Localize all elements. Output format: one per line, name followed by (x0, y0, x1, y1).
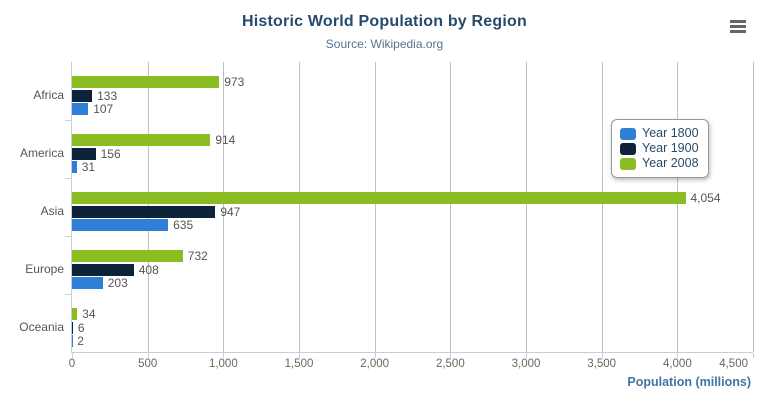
legend-label: Year 1800 (642, 126, 699, 140)
x-axis-title: Population (millions) (627, 375, 751, 389)
category-label: Asia (40, 204, 64, 218)
bar-africa-year-1800[interactable] (72, 103, 89, 115)
plot-area: 973 133 107 914 156 31 4,054 947 635 732 408 203 34 6… (65, 62, 754, 358)
category-label: Europe (25, 262, 64, 276)
x-axis-tick-label: 2,000 (360, 358, 390, 370)
bar-value-label: 914 (215, 133, 236, 147)
bar-value-label: 732 (187, 249, 208, 263)
x-axis-tick-label: 1,000 (208, 358, 238, 370)
x-axis-tick (450, 353, 452, 358)
gridline (601, 62, 603, 352)
gridline (299, 62, 300, 352)
x-axis-tick-label: 2,500 (435, 358, 465, 370)
y-axis-tick (65, 120, 71, 121)
legend-swatch-icon (620, 157, 636, 170)
bar-value-label: 635 (173, 218, 194, 232)
x-axis-tick (526, 353, 527, 358)
bar-asia-year-2008[interactable] (72, 192, 686, 204)
chart-subtitle: Source: Wikipedia.org (325, 37, 444, 51)
bar-value-label: 34 (82, 307, 96, 321)
legend: Year 1800 Year 1900 Year 2008 (611, 119, 709, 178)
y-axis-tick (65, 236, 71, 237)
bar-asia-year-1800[interactable] (72, 219, 169, 231)
x-axis-tick (223, 353, 225, 358)
x-axis-tick (601, 353, 603, 358)
bar-value-label: 107 (93, 102, 114, 116)
gridline (753, 62, 754, 352)
x-axis-tick-label: 4,500 (719, 358, 748, 370)
bar-value-label: 408 (138, 262, 159, 277)
hamburger-menu-icon (730, 25, 746, 28)
bar-value-label: 6 (77, 320, 85, 335)
x-axis-tick-label: 4,000 (662, 358, 692, 370)
bar-africa-year-2008[interactable] (72, 76, 220, 88)
x-axis-tick (374, 353, 376, 358)
legend-item-year-1900[interactable]: Year 1900 (620, 142, 699, 155)
gridline (677, 62, 679, 352)
export-menu-button[interactable] (728, 18, 748, 35)
x-axis-tick-label: 1,500 (284, 358, 314, 370)
gridline (450, 62, 452, 352)
legend-item-year-1800[interactable]: Year 1800 (620, 127, 699, 140)
legend-swatch-icon (620, 142, 636, 155)
bar-oceania-year-1900[interactable] (72, 321, 73, 334)
bar-africa-year-1900[interactable] (72, 89, 93, 102)
bar-america-year-1900[interactable] (72, 147, 96, 160)
bar-value-label: 133 (97, 88, 118, 103)
bar-value-label: 31 (81, 160, 96, 174)
category-label: Africa (33, 88, 64, 102)
bar-america-year-1800[interactable] (72, 161, 77, 173)
bar-value-label: 973 (224, 75, 245, 89)
bar-europe-year-1900[interactable] (72, 263, 134, 276)
hamburger-menu-icon (730, 20, 746, 23)
bar-asia-year-1900[interactable] (72, 205, 216, 218)
x-axis-tick-label: 500 (138, 358, 158, 370)
gridline (526, 62, 527, 352)
y-axis-tick (65, 294, 71, 295)
chart-title: Historic World Population by Region (242, 13, 527, 30)
bar-value-label: 203 (107, 276, 128, 290)
hamburger-menu-icon (730, 30, 746, 33)
x-axis-tick-label: 3,000 (511, 358, 541, 370)
legend-label: Year 1900 (642, 141, 699, 155)
bar-value-label: 947 (220, 204, 241, 219)
gridline (374, 62, 376, 352)
x-axis-tick (72, 353, 73, 358)
bar-europe-year-2008[interactable] (72, 250, 183, 262)
x-axis-tick (299, 353, 300, 358)
legend-swatch-icon (620, 127, 636, 140)
legend-label: Year 2008 (642, 156, 699, 170)
bar-value-label: 4,054 (690, 191, 721, 205)
bar-europe-year-1800[interactable] (72, 277, 103, 289)
y-axis-tick (65, 178, 71, 179)
category-label: America (19, 146, 64, 160)
x-axis-tick-label: 3,500 (587, 358, 617, 370)
x-axis-tick (753, 353, 754, 358)
x-axis-tick (147, 353, 149, 358)
legend-item-year-2008[interactable]: Year 2008 (620, 157, 699, 170)
x-axis-tick-label: 0 (68, 358, 76, 370)
bar-value-label: 2 (77, 334, 84, 348)
bar-value-label: 156 (100, 146, 121, 161)
x-axis-tick (677, 353, 679, 358)
gridline (223, 62, 225, 352)
category-label: Oceania (19, 320, 64, 334)
bar-america-year-2008[interactable] (72, 134, 211, 146)
bar-oceania-year-2008[interactable] (72, 308, 78, 320)
